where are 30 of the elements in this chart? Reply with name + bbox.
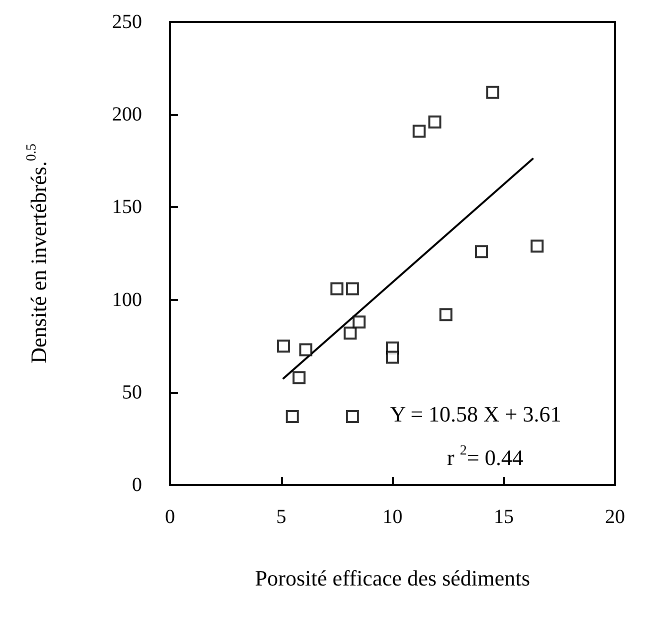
y-tick-label: 150 [112,196,142,218]
x-tick-label: 20 [605,506,625,528]
annotation: Y = 10.58 X + 3.61 [390,402,562,426]
point [330,282,344,296]
x-tick-label: 15 [494,506,514,528]
point [346,410,359,423]
point [352,316,366,329]
y-tick-label: 0 [132,474,142,496]
point [412,124,426,138]
point [428,116,442,129]
point [292,371,306,384]
point [276,340,290,353]
x-tick-label: 0 [165,506,175,528]
y-tick-label: 200 [112,104,142,126]
point [486,86,500,99]
y-tick-label: 100 [112,288,142,311]
point [475,245,488,258]
point [344,326,357,340]
point [299,343,312,356]
point [346,282,359,296]
y-axis-title: Densité en invertébrés.0.5 [24,144,51,364]
point [439,308,452,322]
point [386,350,399,364]
x-tick-label: 5 [276,506,286,528]
x-axis-title: Porosité efficace des sédiments [254,566,530,590]
point [530,240,544,253]
y-tick-label: 50 [122,381,142,404]
x-tick-label: 10 [382,506,402,528]
y-tick-label: 250 [112,11,142,33]
point [286,410,299,423]
